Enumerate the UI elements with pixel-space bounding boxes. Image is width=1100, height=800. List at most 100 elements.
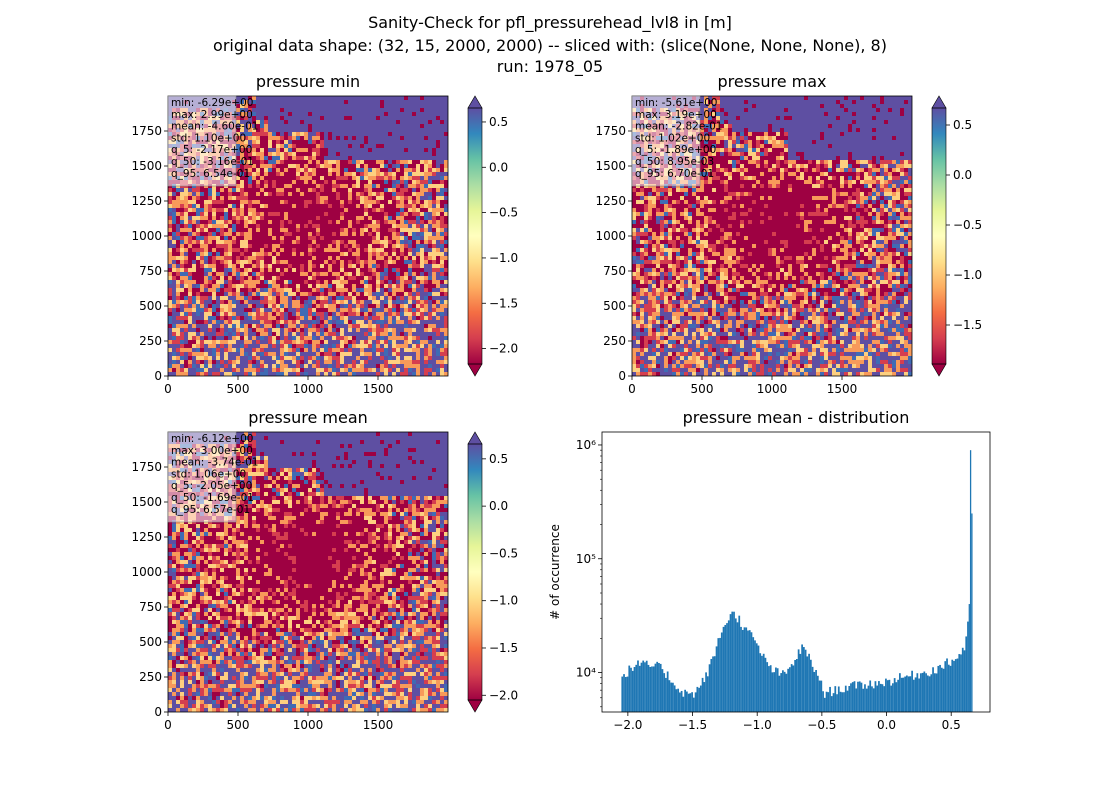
stats-line: max: 2.99e+00 — [171, 109, 253, 121]
hist-bar — [673, 685, 676, 712]
hist-bar — [968, 604, 970, 712]
hist-bar — [876, 685, 879, 712]
hist-bar — [909, 676, 912, 712]
hist-bar — [757, 645, 760, 712]
hist-bar — [719, 637, 721, 712]
colorbar-tick-label: −0.5 — [489, 206, 518, 220]
hist-bar — [778, 675, 781, 712]
map-ytick-label: 250 — [603, 334, 626, 348]
hist-bar — [768, 666, 770, 712]
hist-bar — [933, 673, 936, 712]
hist-bar — [923, 671, 926, 712]
figure-title-line3: run: 1978_05 — [496, 57, 604, 76]
hist-bar — [656, 661, 659, 712]
colorbar-tick-label: 0.0 — [489, 160, 508, 174]
colorbar-tick-label: 0.5 — [489, 452, 508, 466]
hist-bar — [677, 688, 680, 712]
hist-bar — [914, 677, 917, 712]
map-ytick-label: 500 — [139, 635, 162, 649]
hist-bar — [647, 664, 650, 712]
hist-bar — [937, 665, 940, 712]
map-raster — [632, 96, 912, 376]
hist-bar — [932, 667, 934, 712]
hist-bar — [661, 669, 664, 712]
hist-bar — [740, 626, 742, 712]
stats-line: q_95: 6.54e-01 — [171, 168, 250, 180]
hist-bar — [689, 693, 692, 712]
hist-bar — [698, 687, 700, 712]
hist-bar — [631, 670, 634, 712]
hist-bar — [853, 681, 856, 712]
hist-bar — [666, 671, 669, 712]
hist-bar — [878, 681, 880, 712]
map-ytick-label: 1000 — [595, 229, 626, 243]
map-ytick-label: 500 — [139, 299, 162, 313]
hist-bar — [895, 682, 898, 712]
map-xtick-label: 1000 — [757, 382, 788, 396]
hist-bar — [705, 672, 707, 712]
hist-bar — [862, 688, 865, 712]
map-ytick-label: 250 — [139, 334, 162, 348]
hist-bar — [696, 686, 699, 712]
map-xtick-label: 1500 — [827, 382, 858, 396]
panel-title-pressure-min: pressure min — [255, 72, 361, 91]
hist-bar — [949, 665, 952, 712]
map-ytick-label: 0 — [154, 705, 162, 719]
hist-bar — [816, 675, 819, 712]
stats-line: mean: -4.60e-01 — [171, 121, 258, 133]
stats-line: q_95: 6.70e-01 — [635, 168, 714, 180]
hist-bar — [848, 686, 851, 712]
histogram: −2.0 −1.5 −1.0 −0.5 0.0 0.5 10⁴ 10⁵ 10⁶ # of occu… — [548, 431, 991, 732]
colorbar-gradient — [468, 444, 482, 700]
hist-bar — [958, 654, 961, 712]
map-ytick-label: 1500 — [131, 495, 162, 509]
map-ytick-label: 1500 — [131, 159, 162, 173]
colorbar-tick-label: −0.5 — [489, 546, 518, 560]
hist-bar — [686, 691, 688, 712]
hist-bar — [722, 626, 725, 712]
hist-bar — [836, 694, 838, 712]
colorbar-extend-top — [467, 431, 483, 445]
hist-bar — [626, 676, 629, 712]
hist-bar — [797, 649, 800, 712]
hist-bar — [628, 665, 631, 712]
hist-bar — [633, 667, 636, 712]
hist-bar — [682, 696, 685, 712]
hist-bar — [947, 664, 950, 712]
hist-bar — [724, 624, 727, 712]
hist-bar — [680, 690, 683, 712]
hist-bar — [796, 658, 798, 712]
hist-bar — [956, 658, 959, 712]
colorbar-tick-label: −1.0 — [953, 268, 982, 282]
hist-bar — [911, 670, 913, 712]
map-xtick-label: 0 — [164, 718, 172, 732]
hist-bar — [858, 681, 861, 712]
map-ytick-label: 1250 — [595, 194, 626, 208]
map-xtick-label: 0 — [628, 382, 636, 396]
hist-bar — [843, 692, 845, 712]
hist-bar — [726, 623, 728, 712]
hist-bar — [712, 656, 714, 712]
hist-bar — [621, 676, 624, 712]
colorbar-gradient — [468, 108, 482, 364]
hist-bar — [867, 685, 870, 712]
hist-bar — [659, 663, 662, 712]
hist-bar — [623, 674, 625, 712]
stats-box-frame — [631, 95, 701, 187]
hist-bar — [827, 692, 830, 712]
colorbar-frame — [467, 107, 483, 365]
hist-bar — [829, 686, 831, 712]
hist-bar — [745, 627, 748, 712]
hist-bar — [672, 682, 674, 712]
hist-bar — [630, 667, 632, 712]
map-ytick-label: 1000 — [131, 229, 162, 243]
hist-bar — [699, 685, 702, 712]
stats-line: q_5: -1.89e+00 — [635, 144, 716, 156]
colorbar-tick-label: −1.5 — [489, 641, 518, 655]
hist-bar — [806, 656, 809, 712]
hist-bar — [885, 678, 887, 712]
hist-bar — [809, 659, 812, 712]
colorbar-extend-bottom — [467, 363, 483, 377]
hist-bar — [886, 680, 889, 712]
hist-bar — [921, 672, 924, 712]
